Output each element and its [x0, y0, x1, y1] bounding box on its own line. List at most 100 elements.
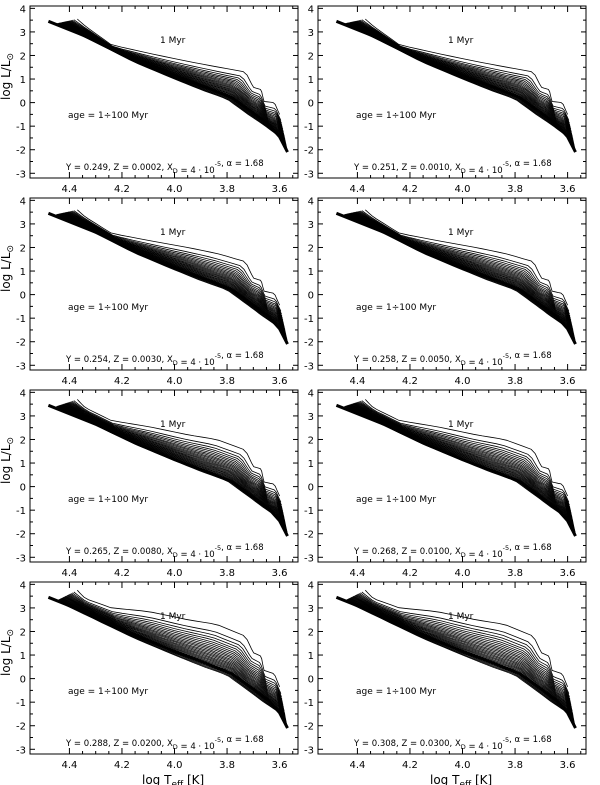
plot-frame	[317, 389, 587, 563]
y-tick-label: 0	[20, 483, 26, 494]
isochrone-line	[357, 593, 571, 702]
parameter-caption: Y = 0.268, Z = 0.0100, XD = 4 · 10-5, α …	[353, 543, 552, 560]
plot-frame	[29, 197, 299, 371]
isochrone-line	[358, 593, 571, 700]
y-axis-label: log L/L⊙	[0, 53, 16, 100]
caption-sub: D	[461, 743, 466, 751]
caption-sup: -5	[215, 160, 221, 168]
y-tick-label: 2	[308, 435, 314, 446]
age-label: age = 1÷100 Myr	[68, 495, 148, 505]
y-tick-label: -3	[16, 361, 26, 372]
y-tick-label: 0	[308, 99, 314, 110]
caption-text: , α = 1.68	[509, 735, 551, 745]
caption-text: = 4 · 10	[466, 358, 503, 368]
x-tick-label: 4.4	[349, 760, 365, 771]
isochrone-line	[354, 595, 573, 709]
y-tick-label: 0	[20, 99, 26, 110]
y-tick-label: -2	[304, 338, 314, 349]
y-tick-label: 0	[20, 675, 26, 686]
y-tick-label: -3	[16, 169, 26, 180]
isochrone-line	[63, 596, 286, 714]
isochrones-group	[47, 589, 289, 729]
x-axis-label-sub: eff	[459, 780, 472, 785]
caption-sup: -5	[503, 544, 509, 552]
isochrone-line	[352, 596, 573, 712]
y-tick-label: -3	[304, 169, 314, 180]
parameter-caption: Y = 0.254, Z = 0.0030, XD = 4 · 10-5, α …	[65, 351, 264, 368]
plot-frame	[29, 581, 299, 755]
y-tick-label: -3	[16, 745, 26, 756]
y-tick-label: -3	[304, 745, 314, 756]
caption-text: Y = 0.288, Z = 0.0200, X	[65, 739, 173, 749]
track-label: 1 Myr	[160, 420, 186, 430]
plot-frame	[317, 5, 587, 179]
caption-text: = 4 · 10	[178, 166, 215, 176]
x-tick-label: 3.6	[560, 568, 576, 579]
x-tick-label: 3.6	[272, 376, 288, 387]
isochrone-line	[70, 401, 283, 508]
x-tick-label: 4.0	[167, 376, 183, 387]
x-tick-label: 3.6	[560, 760, 576, 771]
isochrone-line	[77, 18, 280, 115]
y-tick-label: 2	[20, 627, 26, 638]
track-label: 1 Myr	[160, 36, 186, 46]
y-tick-label: 3	[308, 412, 314, 423]
caption-sup: -5	[503, 352, 509, 360]
isochrone-line	[344, 600, 576, 729]
y-tick-label: 0	[308, 291, 314, 302]
y-tick-label: -1	[304, 314, 314, 325]
isochrone-line	[77, 589, 280, 687]
y-tick-label: -1	[304, 122, 314, 133]
caption-sub: D	[173, 743, 178, 751]
track-label: 1 Myr	[160, 612, 186, 622]
y-tick-label: -1	[16, 314, 26, 325]
x-tick-label: 3.8	[507, 568, 523, 579]
isochrone-line	[68, 401, 284, 512]
y-axis-label-sub: ⊙	[6, 53, 16, 61]
isochrone-line	[354, 595, 572, 708]
isochrone-line	[365, 209, 568, 306]
caption-sup: -5	[503, 736, 509, 744]
x-tick-label: 3.6	[560, 376, 576, 387]
isochrone-line	[67, 402, 284, 514]
isochrone-line	[67, 594, 284, 706]
y-tick-label: 3	[20, 604, 26, 615]
y-axis-label-main: log L/L	[0, 60, 13, 100]
isochrone-line	[56, 600, 288, 729]
isochrone-line	[358, 401, 571, 508]
plot-frame	[317, 197, 587, 371]
age-label: age = 1÷100 Myr	[68, 303, 148, 313]
caption-sub: D	[173, 167, 178, 175]
y-axis-label: log L/L⊙	[0, 437, 16, 484]
y-tick-label: 1	[308, 267, 314, 278]
y-tick-label: 2	[20, 243, 26, 254]
main-sequence-envelope	[47, 595, 289, 729]
x-tick-label: 3.6	[272, 568, 288, 579]
main-sequence-envelope	[47, 403, 289, 537]
isochrone-line	[357, 401, 571, 510]
x-tick-label: 4.0	[167, 568, 183, 579]
x-axis-label: log Teff [K]	[142, 773, 204, 785]
y-axis-label-main: log L/L	[0, 444, 13, 484]
y-tick-label: 3	[308, 604, 314, 615]
panel-3: 4 3 2 1 0 -1 -2 -3 4.4 4.2 4.0 3.8 3.6 1 Myr age = 1÷1…	[0, 196, 299, 387]
x-tick-label: 4.4	[61, 568, 77, 579]
caption-sub: D	[173, 551, 178, 559]
y-tick-label: -2	[16, 146, 26, 157]
panel-5: 4 3 2 1 0 -1 -2 -3 4.4 4.2 4.0 3.8 3.6 1 Myr age = 1÷1…	[0, 388, 299, 579]
isochrone-line	[350, 597, 574, 717]
isochrone-line	[73, 400, 282, 503]
caption-sub: D	[173, 359, 178, 367]
track-label: 1 Myr	[448, 36, 474, 46]
y-tick-label: 3	[20, 220, 26, 231]
caption-text: Y = 0.251, Z = 0.0010, X	[353, 163, 461, 173]
x-tick-label: 4.0	[455, 568, 471, 579]
panel-4: 4 3 2 1 0 -1 -2 -3 4.4 4.2 4.0 3.8 3.6 1 Myr age = 1÷1…	[304, 196, 587, 387]
x-tick-label: 3.6	[272, 184, 288, 195]
age-label: age = 1÷100 Myr	[356, 495, 436, 505]
x-tick-label: 3.8	[219, 760, 235, 771]
main-sequence-envelope	[335, 595, 577, 729]
caption-text: , α = 1.68	[221, 735, 263, 745]
y-tick-label: 1	[20, 459, 26, 470]
isochrone-line	[365, 589, 568, 687]
